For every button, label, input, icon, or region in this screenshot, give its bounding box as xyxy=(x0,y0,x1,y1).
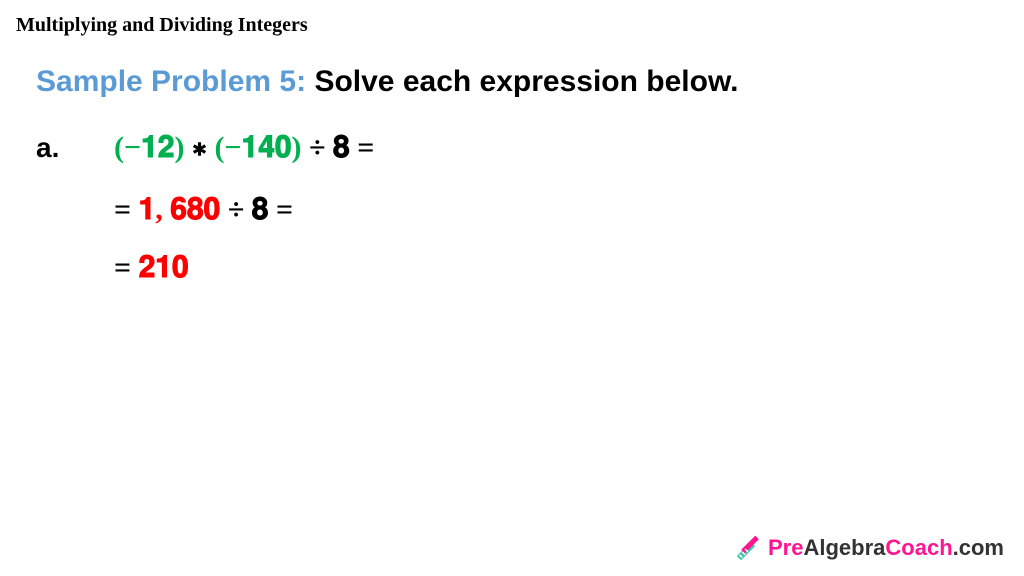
expr-part-black-2: ÷ 𝟖 = xyxy=(302,131,375,164)
footer-brand: PreAlgebraCoach.com xyxy=(734,534,1004,562)
step1-red: 𝟏, 𝟔𝟖𝟎 xyxy=(139,193,221,226)
problem-title: Sample Problem 5: Solve each expression … xyxy=(0,37,1024,99)
brand-com: .com xyxy=(953,535,1004,560)
step1-equals: = xyxy=(114,193,139,226)
problem-colon: : xyxy=(296,65,306,98)
problem-instruction: Solve each expression below. xyxy=(306,65,738,98)
page-header: Multiplying and Dividing Integers xyxy=(0,0,1024,37)
brand-coach: Coach xyxy=(885,535,952,560)
expr-part-black-1: ∗ xyxy=(184,131,214,164)
expression-line-1: (−𝟏𝟐) ∗ (−𝟏𝟒𝟎) ÷ 𝟖 = xyxy=(114,131,374,165)
header-title: Multiplying and Dividing Integers xyxy=(16,14,308,36)
step2-red: 𝟐𝟏𝟎 xyxy=(139,251,189,284)
step1-rest: ÷ 𝟖 = xyxy=(220,193,293,226)
ruler-pencil-icon xyxy=(734,534,762,562)
expr-part-green-2: (−𝟏𝟒𝟎) xyxy=(214,131,301,164)
step-line-2: = 𝟐𝟏𝟎 xyxy=(36,251,1024,285)
brand-text: PreAlgebraCoach.com xyxy=(768,535,1004,561)
brand-algebra: Algebra xyxy=(803,535,885,560)
problem-line-1: a. (−𝟏𝟐) ∗ (−𝟏𝟒𝟎) ÷ 𝟖 = xyxy=(36,131,1024,165)
step-line-1: = 𝟏, 𝟔𝟖𝟎 ÷ 𝟖 = xyxy=(36,193,1024,227)
brand-pre: Pre xyxy=(768,535,803,560)
problem-label: Sample Problem 5 xyxy=(36,65,296,98)
problem-content: a. (−𝟏𝟐) ∗ (−𝟏𝟒𝟎) ÷ 𝟖 = = 𝟏, 𝟔𝟖𝟎 ÷ 𝟖 = =… xyxy=(0,99,1024,285)
step2-equals: = xyxy=(114,251,139,284)
expr-part-green-1: (−𝟏𝟐) xyxy=(114,131,184,164)
sub-label: a. xyxy=(36,132,114,164)
